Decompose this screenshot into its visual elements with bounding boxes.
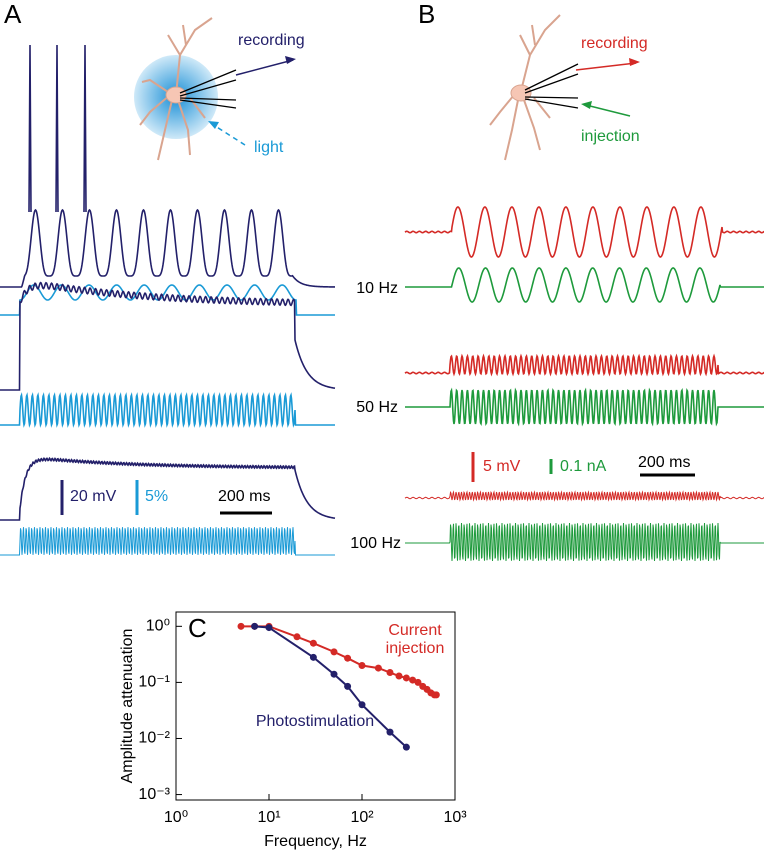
trace [404, 206, 764, 258]
panel-label: B [418, 0, 435, 29]
x-tick-label: 10³ [443, 809, 467, 826]
panel-label: C [188, 613, 207, 643]
scale-label: 5 mV [483, 458, 521, 475]
trace [0, 392, 335, 428]
scale-label: 20 mV [70, 488, 117, 505]
x-tick-label: 10¹ [257, 809, 280, 826]
trace [404, 353, 764, 377]
x-tick-label: 10² [350, 809, 374, 826]
trace [0, 456, 336, 521]
data-point [309, 639, 317, 647]
y-axis-label: Amplitude attenuation [119, 629, 136, 784]
x-axis-label: Frequency, Hz [264, 833, 367, 850]
chart: 10⁰ 10¹ 10² 10³ 10⁻³ 10⁻² 10⁻¹ 10⁰ Frequency, Hz… [119, 611, 467, 850]
data-point [409, 676, 417, 684]
annotation: recording [238, 32, 305, 49]
series-label: Photostimulation [255, 713, 375, 730]
frequency-label: 50 Hz [356, 399, 398, 416]
series-label: Current injection [385, 622, 445, 657]
data-point [309, 653, 317, 661]
data-point [237, 622, 245, 630]
spike [28, 44, 32, 213]
data-point [293, 633, 301, 641]
trace [0, 208, 335, 288]
neuron-illustration [134, 17, 296, 161]
data-point [330, 648, 338, 656]
series-line [254, 625, 408, 748]
data-point [386, 669, 394, 677]
trace [405, 267, 764, 303]
data-point [386, 728, 394, 736]
data-point [402, 743, 410, 751]
annotation: injection [581, 128, 640, 145]
trace [404, 490, 764, 502]
y-tick-label: 10⁻³ [138, 786, 170, 803]
data-point [330, 670, 338, 678]
data-point [395, 672, 403, 680]
data-point [344, 682, 352, 690]
frequency-label: 10 Hz [356, 280, 398, 297]
data-point [358, 701, 366, 709]
spike [83, 44, 87, 213]
trace [0, 281, 336, 391]
data-point [414, 678, 422, 686]
scale-label: 200 ms [638, 454, 690, 471]
scale-label: 0.1 nA [560, 458, 607, 475]
trace [0, 527, 335, 556]
data-point [402, 674, 410, 682]
traces [0, 44, 764, 561]
frequency-label: 100 Hz [350, 535, 401, 552]
data-point [374, 664, 382, 672]
panel-label: A [4, 0, 22, 29]
y-tick-label: 10⁻¹ [138, 674, 170, 691]
data-point [265, 624, 273, 632]
x-tick-label: 10⁰ [164, 809, 188, 826]
data-point [251, 622, 259, 630]
trace [0, 284, 335, 316]
annotation: recording [581, 35, 648, 52]
data-point [358, 662, 366, 670]
scale-label: 200 ms [218, 488, 270, 505]
neuron-illustration [489, 14, 640, 161]
trace [405, 387, 764, 427]
plot-frame [175, 611, 456, 801]
spike [55, 44, 59, 213]
scale-bar [60, 452, 695, 515]
annotation: light [254, 139, 284, 156]
y-tick-label: 10⁻² [138, 730, 170, 747]
scale-label: 5% [145, 488, 168, 505]
y-tick-label: 10⁰ [146, 618, 170, 635]
trace [405, 523, 764, 561]
data-point [432, 691, 440, 699]
data-point [344, 654, 352, 662]
